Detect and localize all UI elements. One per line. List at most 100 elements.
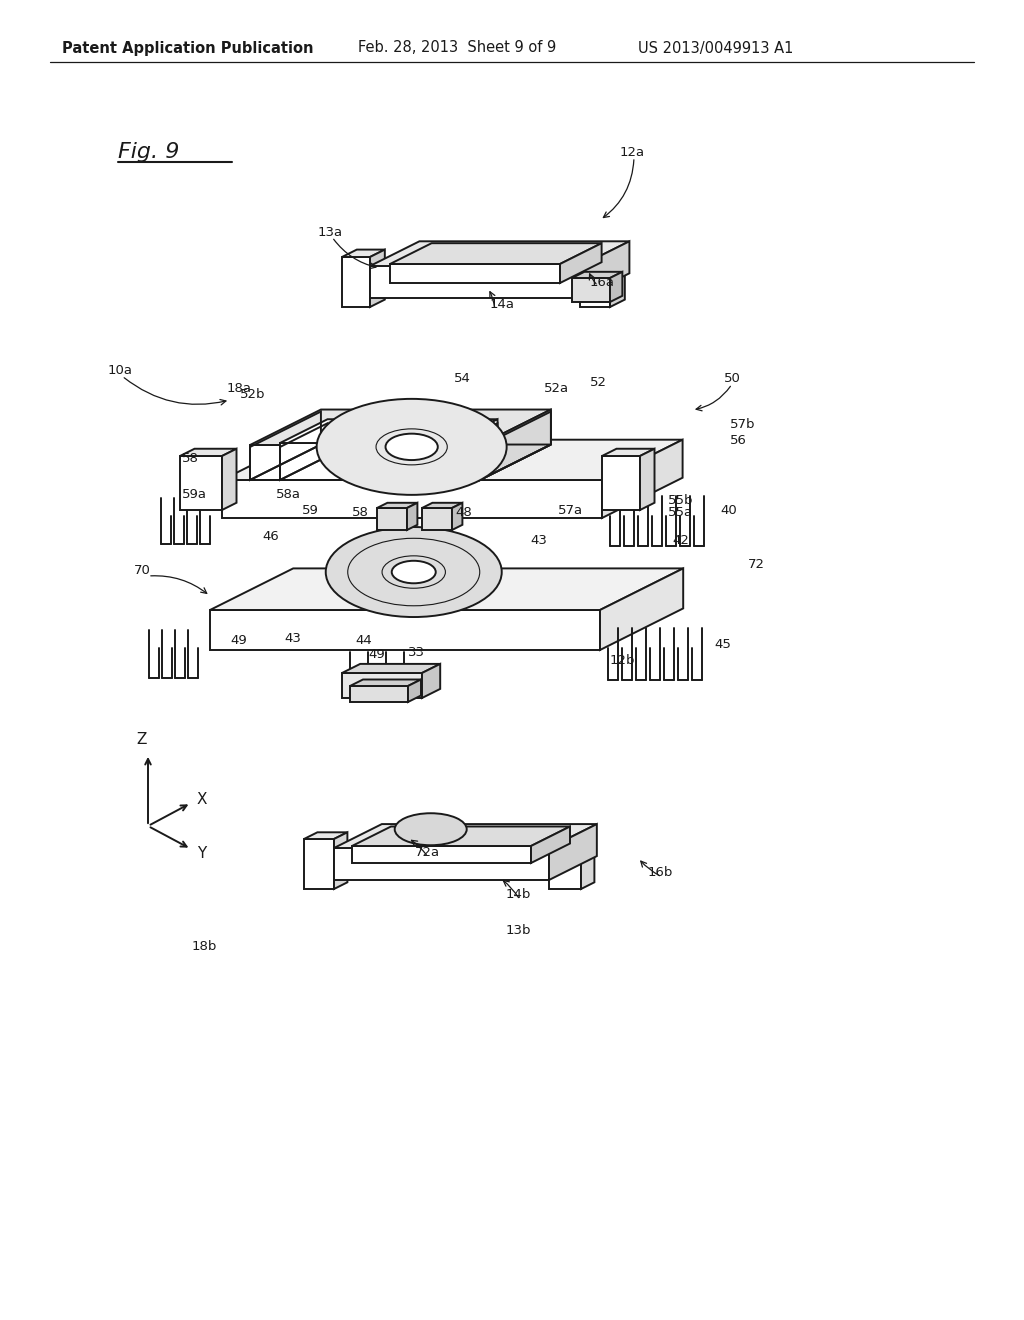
Polygon shape (480, 409, 551, 480)
Polygon shape (610, 272, 623, 302)
Text: 48: 48 (455, 507, 472, 520)
Text: 42: 42 (672, 533, 689, 546)
Polygon shape (304, 833, 347, 840)
Ellipse shape (394, 813, 467, 845)
Polygon shape (334, 847, 549, 880)
Polygon shape (422, 508, 452, 531)
Text: 52: 52 (590, 375, 607, 388)
Ellipse shape (385, 434, 438, 461)
Polygon shape (549, 824, 597, 880)
Polygon shape (180, 449, 237, 455)
Polygon shape (222, 449, 237, 510)
Polygon shape (334, 824, 597, 847)
Polygon shape (580, 257, 610, 308)
Text: 14b: 14b (506, 888, 531, 902)
Polygon shape (280, 420, 498, 444)
Text: 45: 45 (714, 639, 731, 652)
Text: Patent Application Publication: Patent Application Publication (62, 41, 313, 55)
Polygon shape (580, 249, 625, 257)
Text: Y: Y (197, 846, 206, 861)
Polygon shape (450, 420, 498, 480)
Polygon shape (549, 833, 594, 840)
Polygon shape (342, 664, 440, 673)
Text: US 2013/0049913 A1: US 2013/0049913 A1 (638, 41, 794, 55)
Text: 58: 58 (352, 506, 369, 519)
Polygon shape (342, 257, 370, 308)
Polygon shape (342, 673, 422, 698)
Polygon shape (422, 503, 463, 508)
Polygon shape (572, 279, 610, 302)
Text: 46: 46 (262, 531, 279, 544)
Text: 52a: 52a (544, 381, 569, 395)
Polygon shape (370, 267, 580, 298)
Polygon shape (610, 249, 625, 308)
Text: 13a: 13a (318, 226, 343, 239)
Polygon shape (408, 680, 421, 702)
Polygon shape (210, 610, 600, 649)
Text: 49: 49 (230, 634, 247, 647)
Polygon shape (210, 569, 683, 610)
Polygon shape (370, 249, 385, 308)
Polygon shape (560, 243, 602, 282)
Polygon shape (250, 445, 480, 480)
Text: Feb. 28, 2013  Sheet 9 of 9: Feb. 28, 2013 Sheet 9 of 9 (358, 41, 556, 55)
Text: 56: 56 (730, 433, 746, 446)
Polygon shape (390, 243, 602, 264)
Polygon shape (350, 686, 408, 702)
Polygon shape (390, 264, 560, 282)
Text: 43: 43 (530, 533, 547, 546)
Text: 33: 33 (408, 645, 425, 659)
Polygon shape (580, 242, 630, 298)
Polygon shape (370, 242, 630, 267)
Text: 12b: 12b (610, 653, 636, 667)
Polygon shape (549, 840, 581, 888)
Polygon shape (222, 440, 683, 480)
Ellipse shape (326, 527, 502, 616)
Polygon shape (581, 833, 594, 888)
Polygon shape (600, 569, 683, 649)
Text: 59: 59 (302, 503, 318, 516)
Text: 50: 50 (724, 371, 741, 384)
Text: 18b: 18b (193, 940, 217, 953)
Polygon shape (222, 480, 602, 517)
Polygon shape (352, 846, 531, 863)
Polygon shape (531, 826, 570, 863)
Text: 49: 49 (368, 648, 385, 660)
Text: 59a: 59a (182, 488, 207, 502)
Text: 13b: 13b (506, 924, 531, 936)
Text: Z: Z (136, 733, 146, 747)
Text: 55b: 55b (668, 494, 693, 507)
Polygon shape (350, 680, 421, 686)
Polygon shape (407, 503, 418, 531)
Text: 10a: 10a (108, 363, 133, 376)
Text: 57a: 57a (558, 503, 583, 516)
Polygon shape (280, 444, 450, 480)
Text: 16b: 16b (648, 866, 674, 879)
Text: 57b: 57b (730, 418, 756, 432)
Text: 72: 72 (748, 558, 765, 572)
Text: 14a: 14a (490, 298, 515, 312)
Polygon shape (572, 272, 623, 279)
Text: 55a: 55a (668, 506, 693, 519)
Text: 40: 40 (720, 504, 736, 517)
Polygon shape (377, 503, 418, 508)
Polygon shape (377, 508, 407, 531)
Text: Fig. 9: Fig. 9 (118, 143, 179, 162)
Text: 58: 58 (182, 451, 199, 465)
Polygon shape (250, 409, 551, 445)
Polygon shape (342, 249, 385, 257)
Polygon shape (452, 503, 463, 531)
Text: X: X (197, 792, 208, 807)
Polygon shape (602, 449, 654, 455)
Text: 70: 70 (134, 564, 151, 577)
Text: 54: 54 (454, 371, 471, 384)
Text: 58a: 58a (276, 487, 301, 500)
Text: 43: 43 (284, 631, 301, 644)
Text: 52b: 52b (240, 388, 265, 401)
Text: 16a: 16a (590, 276, 615, 289)
Ellipse shape (316, 399, 507, 495)
Text: 72a: 72a (415, 846, 440, 858)
Text: 12a: 12a (620, 145, 645, 158)
Polygon shape (352, 826, 570, 846)
Ellipse shape (392, 561, 436, 583)
